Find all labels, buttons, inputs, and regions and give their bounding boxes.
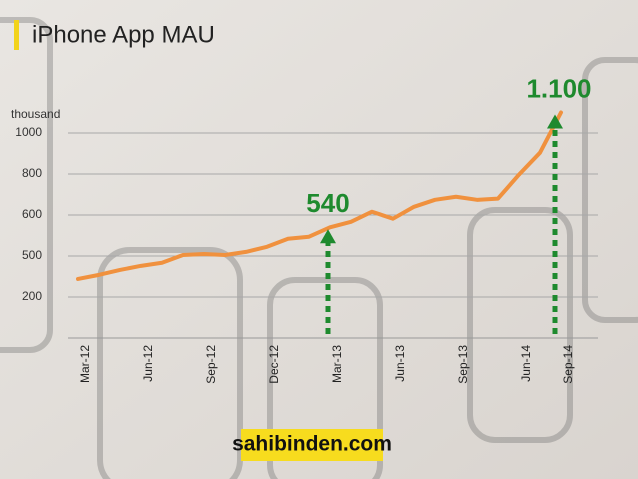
y-axis-label: thousand — [11, 107, 60, 121]
y-tick-label: 200 — [22, 289, 42, 303]
logo: sahibinden.com — [232, 433, 392, 456]
annotation-arrowhead — [547, 114, 563, 129]
logo-box — [241, 429, 383, 461]
y-tick-label: 500 — [22, 248, 42, 262]
x-tick-label: Jun-13 — [393, 345, 407, 382]
title-accent — [14, 20, 19, 50]
x-tick-label: Mar-13 — [330, 345, 344, 383]
x-tick-label: Sep-13 — [456, 345, 470, 384]
line-series — [76, 110, 563, 281]
y-tick-label: 800 — [22, 166, 42, 180]
y-tick-label: 1000 — [15, 125, 42, 139]
annotation-arrowhead — [320, 229, 336, 244]
x-tick-label: Sep-12 — [204, 345, 218, 384]
x-tick-label: Mar-12 — [78, 345, 92, 383]
y-tick-label: 600 — [22, 207, 42, 221]
chart-title: iPhone App MAU — [32, 21, 215, 48]
data-label: 1.100 — [526, 73, 591, 103]
background-phones — [0, 17, 638, 479]
x-tick-label: Jun-12 — [141, 345, 155, 382]
x-tick-label: Sep-14 — [561, 345, 575, 384]
x-tick-label: Dec-12 — [267, 345, 281, 384]
x-tick-label: Jun-14 — [519, 345, 533, 382]
data-label: 540 — [306, 188, 349, 218]
